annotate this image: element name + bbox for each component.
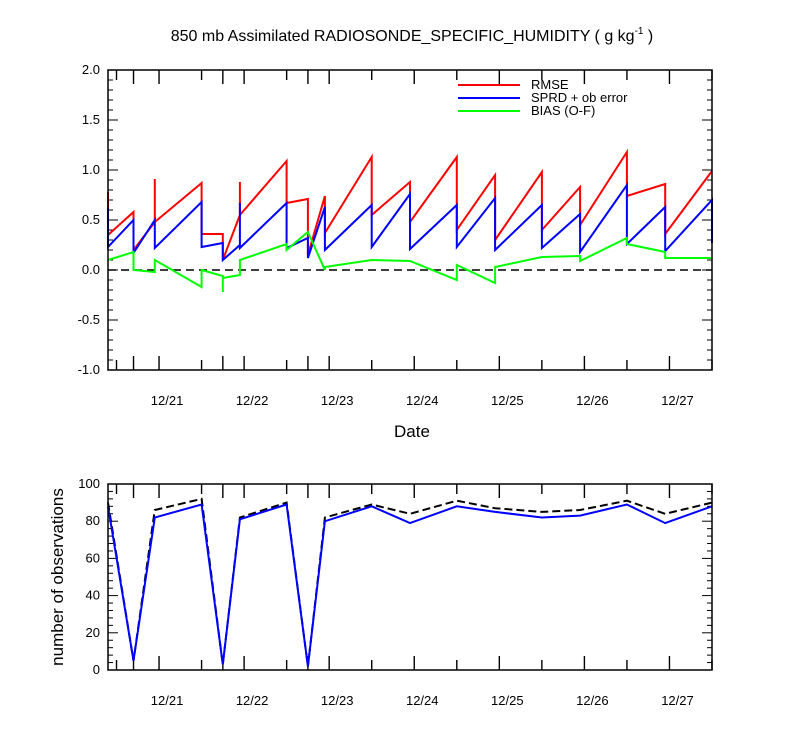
legend-label: BIAS (O-F) <box>531 103 595 118</box>
x-tick-label: 12/21 <box>151 693 184 708</box>
series-line-sprd-ob-error <box>107 181 713 263</box>
y-tick-label: -0.5 <box>78 312 100 327</box>
series-line-assimilated-observations <box>107 503 713 667</box>
y-tick-label: 20 <box>86 625 100 640</box>
y-axis-title: number of observations <box>48 488 67 666</box>
x-tick-label: 12/24 <box>406 393 439 408</box>
bottom-ticks: 0 20 40 60 80 100 12/21 12/22 12/23 12/24 12/25 12/… <box>78 476 713 708</box>
series-line-bias-o-f <box>107 230 712 292</box>
x-tick-label: 12/25 <box>491 693 524 708</box>
y-tick-label: 0.5 <box>82 212 100 227</box>
y-tick-label: 80 <box>86 513 100 528</box>
top-chart: 850 mb Assimilated RADIOSONDE_SPECIFIC_H… <box>78 26 713 441</box>
top-series <box>107 148 713 292</box>
top-plot-frame <box>107 69 713 371</box>
x-tick-label: 12/26 <box>576 393 609 408</box>
x-tick-label: 12/22 <box>236 693 269 708</box>
bottom-chart: 0 20 40 60 80 100 12/21 12/22 12/23 12/24 12/25 12/… <box>48 476 713 708</box>
x-axis-title: Date <box>394 422 430 441</box>
legend-label: RMSE <box>531 77 569 92</box>
x-tick-label: 12/25 <box>491 393 524 408</box>
x-tick-label: 12/22 <box>236 393 269 408</box>
y-tick-label: 1.5 <box>82 112 100 127</box>
x-tick-label: 12/24 <box>406 693 439 708</box>
y-tick-label: 100 <box>78 476 100 491</box>
y-tick-label: 0.0 <box>82 262 100 277</box>
bottom-plot-frame <box>107 483 713 671</box>
x-tick-label: 12/27 <box>661 693 694 708</box>
chart-title: 850 mb Assimilated RADIOSONDE_SPECIFIC_H… <box>171 26 654 45</box>
x-tick-label: 12/23 <box>321 393 354 408</box>
y-tick-label: 40 <box>86 588 100 603</box>
bottom-series <box>107 497 713 667</box>
x-tick-label: 12/23 <box>321 693 354 708</box>
x-tick-label: 12/21 <box>151 393 184 408</box>
legend-label: SPRD + ob error <box>531 90 628 105</box>
y-tick-label: 1.0 <box>82 162 100 177</box>
series-line-total-observations <box>107 497 713 667</box>
x-tick-label: 12/26 <box>576 693 609 708</box>
x-tick-label: 12/27 <box>661 393 694 408</box>
y-tick-label: -1.0 <box>78 362 100 377</box>
top-ticks: -1.0 -0.5 0.0 0.5 1.0 1.5 2.0 12/21 12/22 12/23 12… <box>78 62 713 408</box>
y-tick-label: 2.0 <box>82 62 100 77</box>
y-tick-label: 60 <box>86 550 100 565</box>
y-tick-label: 0 <box>93 662 100 677</box>
